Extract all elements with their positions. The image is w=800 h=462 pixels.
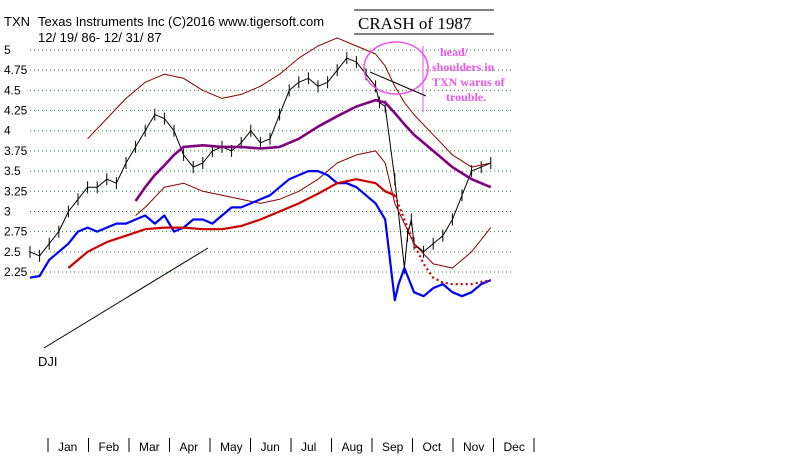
y-tick-label: 4 [4, 124, 11, 138]
month-label: May [220, 440, 243, 454]
y-tick-label: 5 [4, 43, 11, 57]
month-label: Nov [463, 440, 484, 454]
y-tick-label: 3.25 [4, 184, 28, 198]
annotation-text: head/ shoulders in TXN warns of trouble. [432, 45, 506, 104]
series-moving-average [134, 98, 492, 202]
series-lower-band [135, 150, 492, 269]
series-line [67, 178, 396, 269]
y-tick-label: 2.5 [4, 245, 21, 259]
month-label: Sep [382, 440, 404, 454]
y-tick-label: 4.5 [4, 83, 21, 97]
y-tick-label: 2.75 [4, 225, 28, 239]
y-tick-label: 3.75 [4, 144, 28, 158]
series-line [135, 150, 492, 269]
month-label: Jul [301, 440, 316, 454]
month-label: Jan [58, 440, 77, 454]
month-label: Mar [139, 440, 160, 454]
x-axis: Jan Feb Mar Apr May Jun Jul Aug Sep Oct Nov Dec [47, 438, 535, 454]
series-layer [29, 37, 492, 302]
y-tick-label: 2.25 [4, 265, 28, 279]
month-label: Jun [261, 440, 280, 454]
date-range: 12/ 19/ 86- 12/ 31/ 87 [38, 30, 162, 45]
y-tick-label: 3 [4, 204, 11, 218]
series-line [393, 194, 492, 286]
event-label: CRASH of 1987 [358, 14, 472, 33]
series-dji [29, 170, 492, 302]
head-shoulders-circle [363, 41, 429, 95]
annotation-line: trouble. [446, 90, 486, 104]
month-label: Feb [99, 440, 120, 454]
series-line [134, 98, 492, 202]
series-dji-moving-average [67, 178, 396, 269]
ticker-label: TXN [4, 14, 30, 29]
chart-title: Texas Instruments Inc (C)2016 www.tigers… [38, 14, 324, 29]
y-tick-label: 3.5 [4, 164, 21, 178]
annotation-line: TXN warns of [432, 75, 506, 89]
dji-label: DJI [38, 354, 58, 369]
month-label: Apr [180, 440, 199, 454]
series-line [29, 170, 492, 302]
series-txn-price [29, 52, 492, 274]
annotation-line: shoulders in [432, 60, 495, 74]
month-label: Aug [342, 440, 363, 454]
y-tick-label: 4.25 [4, 104, 28, 118]
month-label: Dec [504, 440, 525, 454]
month-label: Oct [423, 440, 442, 454]
annotation-line: head/ [440, 45, 469, 59]
series-line [87, 37, 491, 168]
y-axis-ticks: 5 4.75 4.5 4.25 4 3.75 3.5 3.25 3 2.75 2.5 2.25 [4, 43, 28, 279]
series-upper-band [87, 37, 491, 168]
neckline [369, 71, 427, 97]
event-box [354, 12, 494, 34]
series-line [29, 57, 491, 269]
series-dji-moving-average-crash- [393, 194, 492, 286]
y-tick-label: 4.75 [4, 63, 28, 77]
dji-pointer-line [43, 247, 209, 349]
gridlines [30, 49, 512, 273]
